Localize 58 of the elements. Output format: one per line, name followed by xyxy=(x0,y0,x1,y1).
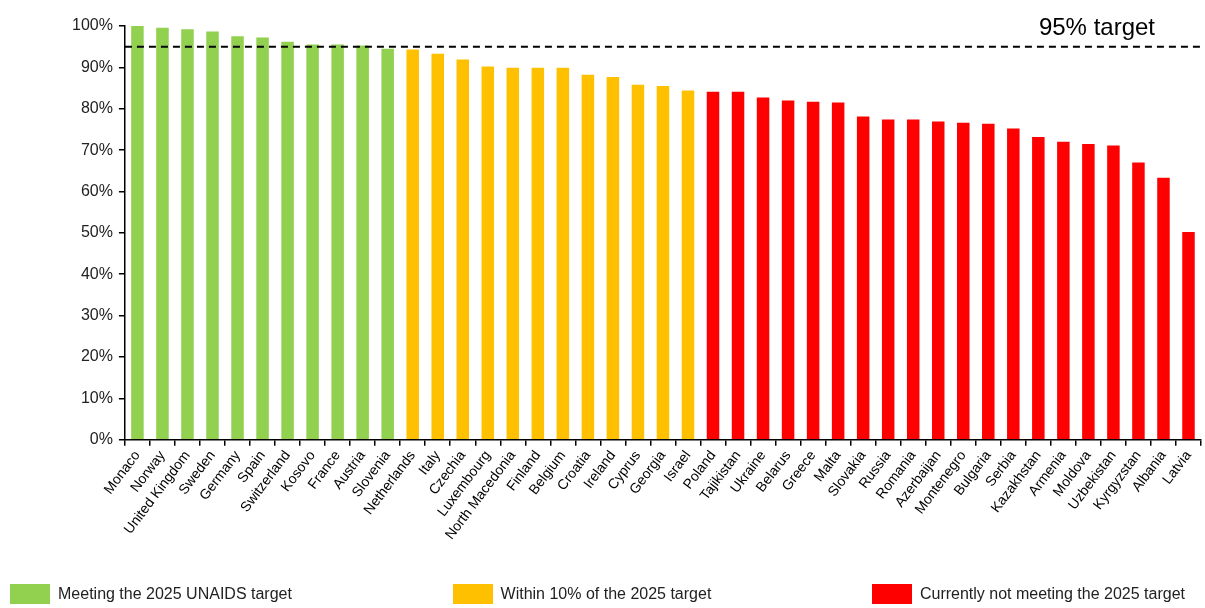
y-tick-label: 60% xyxy=(80,181,113,199)
bar xyxy=(631,84,645,439)
bar xyxy=(556,67,570,439)
bar xyxy=(756,97,770,439)
bar xyxy=(1132,162,1145,439)
bar xyxy=(957,122,970,439)
bar xyxy=(1032,136,1045,439)
bar xyxy=(606,76,620,439)
bar xyxy=(656,85,670,439)
y-tick-label: 10% xyxy=(80,388,113,406)
legend-label: Meeting the 2025 UNAIDS target xyxy=(58,585,292,603)
y-tick-label: 70% xyxy=(80,140,113,158)
bar xyxy=(331,44,344,439)
bar xyxy=(982,123,995,439)
bar xyxy=(906,119,920,439)
bar xyxy=(681,90,695,439)
bar xyxy=(881,119,895,439)
bar xyxy=(156,27,169,439)
bar xyxy=(931,121,945,439)
bar xyxy=(231,36,244,439)
y-tick-label: 40% xyxy=(80,264,113,282)
bar xyxy=(581,74,595,439)
bar xyxy=(1057,141,1070,439)
bar xyxy=(1157,177,1170,439)
legend-label: Within 10% of the 2025 target xyxy=(500,585,712,603)
legend-label: Currently not meeting the 2025 target xyxy=(919,585,1185,603)
bar xyxy=(206,31,219,439)
bar xyxy=(1082,143,1095,439)
y-tick-label: 100% xyxy=(72,16,113,34)
y-tick-label: 80% xyxy=(80,99,113,117)
bar xyxy=(856,116,870,439)
bar xyxy=(706,91,720,439)
bar xyxy=(831,102,845,439)
bar xyxy=(131,26,144,439)
bar xyxy=(256,37,269,439)
bar xyxy=(731,91,745,439)
bar xyxy=(381,48,394,439)
bar xyxy=(431,53,444,439)
bar xyxy=(1182,232,1195,439)
bar xyxy=(481,66,495,439)
bar xyxy=(406,49,419,439)
ref-line-label: 95% target xyxy=(1038,12,1156,40)
y-tick-label: 20% xyxy=(80,347,113,365)
bar xyxy=(806,101,820,439)
y-tick-label: 50% xyxy=(80,223,113,241)
y-tick-label: 0% xyxy=(89,430,113,448)
y-tick-label: 30% xyxy=(80,306,113,324)
bar xyxy=(1007,128,1020,439)
bar xyxy=(356,45,369,439)
bar xyxy=(506,67,520,439)
bar xyxy=(181,29,194,439)
bar xyxy=(281,41,294,439)
bar xyxy=(306,44,319,439)
bar xyxy=(456,59,470,439)
bar xyxy=(531,67,545,439)
y-tick-label: 90% xyxy=(80,57,113,75)
bar xyxy=(781,100,795,439)
bar xyxy=(1107,145,1120,439)
